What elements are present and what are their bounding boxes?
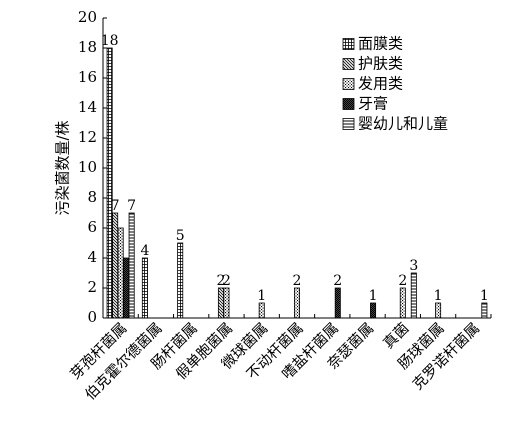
legend-swatch — [342, 98, 355, 110]
bar-2-4 — [258, 302, 265, 319]
y-tick-label: 14 — [78, 98, 97, 116]
legend-swatch — [342, 58, 355, 70]
data-label: 18 — [101, 33, 119, 49]
y-ticks-group: 0 2 4 6 8 10 12 14 16 18 20 — [78, 8, 107, 326]
y-tick-label: 20 — [78, 8, 97, 26]
y-tick-label: 2 — [87, 278, 97, 296]
y-tick-label: 6 — [87, 218, 97, 236]
bar-2-5 — [293, 287, 300, 319]
bar-3-0 — [123, 257, 130, 319]
data-label: 1 — [369, 288, 378, 304]
y-tick-label: 10 — [78, 158, 97, 176]
data-label: 2 — [293, 273, 302, 289]
legend-swatch — [342, 78, 355, 90]
data-label: 1 — [480, 288, 489, 304]
bar-2-0 — [117, 227, 124, 319]
legend-label: 护肤类 — [358, 55, 403, 73]
y-tick-label: 16 — [78, 68, 97, 86]
bar-2-3 — [223, 287, 230, 319]
data-label: 5 — [176, 228, 185, 244]
bar-0-0 — [106, 47, 113, 319]
x-ticks-group — [102, 314, 492, 318]
bar-4-8 — [410, 272, 417, 319]
bar-0-2 — [177, 242, 184, 319]
bar-2-9 — [435, 302, 442, 319]
legend-swatch — [342, 38, 355, 50]
data-label: 2 — [216, 273, 225, 289]
legend-label: 牙膏 — [358, 95, 388, 113]
bar-0-1 — [141, 257, 148, 319]
y-tick-label: 4 — [87, 248, 97, 266]
bar-4-10 — [481, 302, 488, 319]
legend-label: 发用类 — [358, 75, 403, 93]
data-label: 7 — [111, 198, 120, 214]
data-label: 4 — [140, 243, 149, 259]
legend-label: 面膜类 — [358, 35, 403, 53]
bar-4-0 — [128, 212, 135, 319]
data-label: 1 — [257, 288, 266, 304]
data-label: 2 — [398, 273, 407, 289]
category-label: 真菌 — [379, 319, 412, 352]
data-label: 1 — [434, 288, 443, 304]
legend-swatch — [342, 118, 355, 130]
bar-3-6 — [334, 287, 341, 319]
data-label: 7 — [127, 198, 136, 214]
category-labels-group: 芽孢杆菌属伯克霍尔德菌属肠杆菌属假单胞菌属微球菌属不动杆菌属嗜盐杆菌属奈瑟菌属真… — [67, 319, 483, 403]
y-axis-label: 污染菌数量/株 — [54, 120, 72, 215]
y-tick-label: 18 — [78, 38, 97, 56]
bar-3-7 — [370, 302, 377, 319]
bars-group — [106, 47, 488, 319]
bar-1-3 — [217, 287, 224, 319]
data-label: 2 — [333, 273, 342, 289]
data-label: 3 — [409, 258, 418, 274]
y-tick-label: 12 — [78, 128, 97, 146]
y-tick-label: 0 — [87, 308, 97, 326]
legend-label: 婴幼儿和儿童 — [358, 115, 448, 133]
data-label: 2 — [222, 273, 231, 289]
bar-1-0 — [112, 212, 119, 319]
y-tick-label: 8 — [87, 188, 97, 206]
bar-2-8 — [399, 287, 406, 319]
